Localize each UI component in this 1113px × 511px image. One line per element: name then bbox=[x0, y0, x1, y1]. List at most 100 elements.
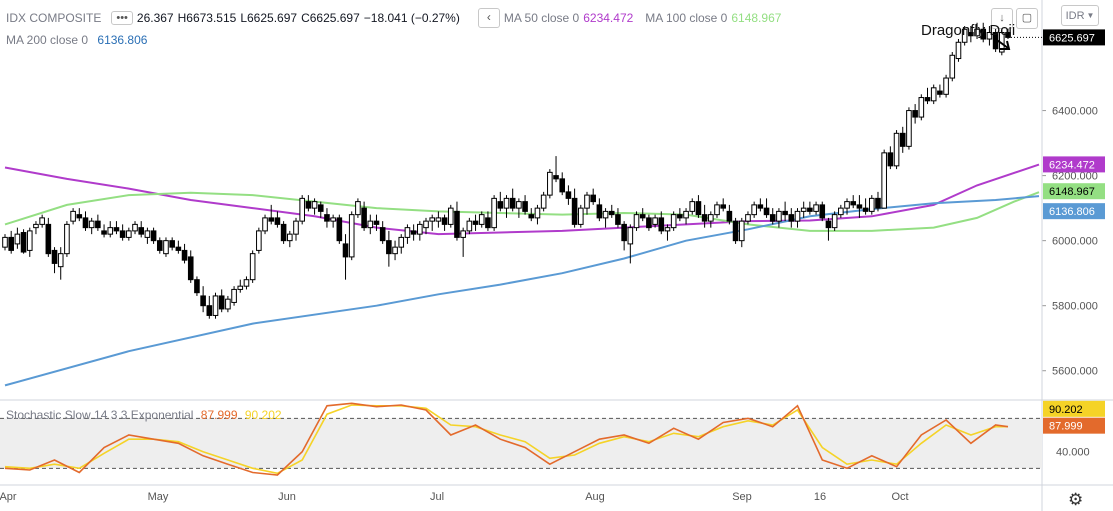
candle bbox=[336, 214, 343, 244]
candle-body bbox=[577, 207, 584, 225]
ma200-label[interactable]: MA 200 close 0 bbox=[6, 33, 89, 47]
ma200-axis-label-box bbox=[1043, 203, 1105, 220]
candle bbox=[76, 208, 83, 222]
price-axis: 5600.000 5800.000 6000.000 6200.000 6400.000 bbox=[1042, 106, 1098, 378]
collapse-legend-button[interactable]: ‹ bbox=[477, 8, 500, 28]
candle-body bbox=[342, 243, 349, 258]
candle-body bbox=[930, 87, 937, 102]
candle bbox=[738, 217, 745, 248]
symbol-name[interactable]: IDX COMPOSITE bbox=[6, 11, 102, 25]
candle bbox=[794, 208, 801, 228]
candle bbox=[361, 201, 367, 231]
candle-body bbox=[330, 217, 336, 222]
candle bbox=[33, 221, 39, 235]
candle-body bbox=[14, 233, 21, 245]
candle bbox=[206, 295, 213, 319]
candle bbox=[237, 279, 244, 293]
candle-body bbox=[763, 207, 770, 216]
candle-body bbox=[317, 204, 324, 212]
ma200-value: 6136.806 bbox=[97, 33, 148, 47]
candle bbox=[968, 26, 974, 43]
candle bbox=[825, 217, 832, 241]
candle bbox=[163, 237, 169, 257]
candle bbox=[553, 156, 559, 183]
candle bbox=[82, 211, 89, 231]
candle bbox=[95, 214, 101, 231]
stoch-k-value: 87.999 bbox=[200, 408, 238, 422]
candle-body bbox=[262, 217, 268, 232]
symbol-menu-button[interactable]: ••• bbox=[111, 11, 133, 25]
candle-body bbox=[361, 207, 367, 229]
candle bbox=[119, 224, 126, 241]
candle bbox=[355, 198, 361, 218]
fullscreen-icon[interactable]: ▢ bbox=[1016, 8, 1038, 29]
last-price-label-text: 6625.697 bbox=[1049, 32, 1095, 44]
candle-body bbox=[534, 207, 541, 219]
candle-body bbox=[602, 210, 609, 219]
candle-body bbox=[621, 223, 627, 242]
candle-body bbox=[113, 227, 120, 232]
ma100-label[interactable]: MA 100 close 0 bbox=[645, 11, 728, 25]
candle-body bbox=[212, 295, 219, 316]
download-icon[interactable]: ↓ bbox=[991, 8, 1013, 29]
candle bbox=[608, 204, 615, 218]
candle bbox=[274, 211, 281, 228]
candle-body bbox=[454, 210, 460, 238]
candle bbox=[113, 221, 120, 235]
candle-body bbox=[838, 207, 844, 216]
candle-body bbox=[478, 214, 485, 225]
candle-body bbox=[392, 246, 398, 255]
ohlc-close: C6625.697 bbox=[301, 11, 360, 25]
candle bbox=[485, 211, 491, 231]
candle bbox=[373, 214, 380, 231]
currency-selector[interactable]: IDR ▼ bbox=[1061, 5, 1099, 26]
candle bbox=[639, 208, 646, 222]
candle bbox=[683, 208, 689, 225]
candle-body bbox=[615, 214, 621, 225]
candle-body bbox=[101, 230, 107, 235]
candle bbox=[621, 221, 627, 251]
candle-body bbox=[658, 217, 665, 232]
candle-body bbox=[633, 214, 640, 229]
ma100-axis-label-text: 6148.967 bbox=[1049, 186, 1095, 198]
candle-body bbox=[540, 194, 547, 209]
gear-icon[interactable]: ⚙ bbox=[1068, 490, 1084, 509]
candle-body bbox=[862, 207, 869, 212]
candle-body bbox=[850, 201, 857, 206]
candle-body bbox=[751, 204, 757, 216]
price-labels: 6625.697 6234.472 6148.967 6136.806 90.202 87… bbox=[996, 29, 1105, 434]
candle bbox=[720, 198, 726, 212]
candle-body bbox=[819, 204, 826, 219]
candle bbox=[571, 188, 578, 228]
candle-body bbox=[943, 77, 949, 95]
ma50-label[interactable]: MA 50 close 0 bbox=[503, 11, 580, 25]
candle bbox=[367, 214, 374, 235]
ma200-axis-label-text: 6136.806 bbox=[1049, 206, 1095, 218]
ohlc-open: 26.367 bbox=[136, 11, 174, 25]
candle bbox=[862, 198, 869, 215]
stoch-d-axis-label: 90.202 bbox=[1043, 400, 1105, 417]
candle-body bbox=[695, 201, 702, 216]
candle bbox=[107, 221, 114, 238]
candle bbox=[596, 198, 603, 222]
candle-body bbox=[404, 227, 411, 238]
candle bbox=[893, 130, 900, 170]
candle bbox=[503, 195, 510, 218]
candle bbox=[887, 146, 894, 170]
candle bbox=[899, 126, 906, 153]
candle-body bbox=[218, 295, 225, 310]
candle-body bbox=[485, 217, 491, 229]
candle-body bbox=[156, 240, 163, 251]
stoch-d-line bbox=[4, 404, 1008, 475]
candle bbox=[460, 227, 466, 257]
candle-body bbox=[88, 220, 95, 229]
candle bbox=[45, 217, 52, 257]
candle bbox=[342, 234, 349, 280]
candle-body bbox=[169, 240, 175, 248]
candle-body bbox=[516, 201, 522, 209]
candle-body bbox=[893, 132, 900, 167]
candle-body bbox=[373, 220, 380, 225]
stoch-label[interactable]: Stochastic Slow 14 3 3 Exponential bbox=[6, 408, 194, 422]
ma100-value: 6148.967 bbox=[731, 11, 782, 25]
